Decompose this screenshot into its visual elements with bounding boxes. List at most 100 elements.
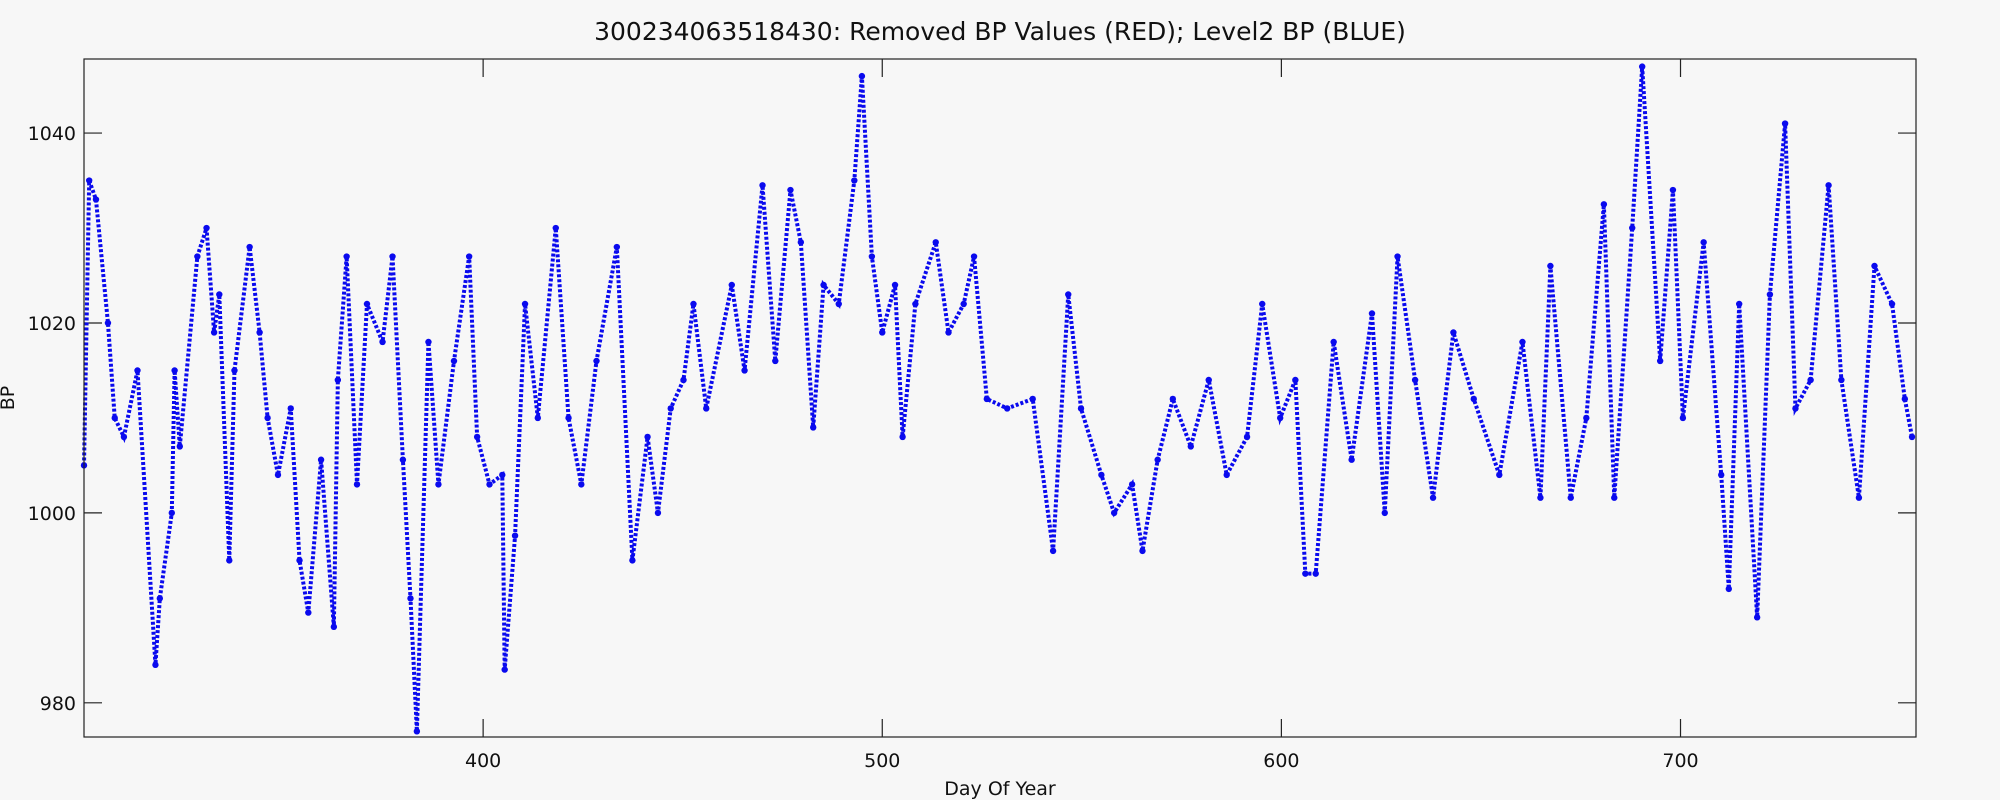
data-point	[152, 661, 159, 669]
y-axis-label: BP	[0, 386, 19, 411]
data-point	[1450, 329, 1457, 336]
data-point	[425, 338, 432, 346]
data-point	[521, 300, 529, 308]
data-point	[552, 224, 559, 232]
data-point	[868, 253, 876, 260]
data-point	[983, 395, 991, 403]
data-point	[226, 557, 233, 564]
data-point	[499, 471, 506, 479]
data-point	[858, 72, 866, 80]
data-point	[1679, 414, 1687, 422]
data-point	[1049, 547, 1057, 555]
data-point	[1110, 509, 1118, 517]
data-point	[899, 433, 906, 441]
data-point	[1718, 471, 1725, 479]
data-point	[501, 666, 508, 673]
data-point	[797, 239, 805, 246]
data-point	[1302, 570, 1309, 577]
data-point	[176, 443, 183, 450]
data-point	[565, 414, 572, 422]
data-point	[413, 728, 421, 735]
data-point	[450, 357, 458, 365]
data-point	[1901, 395, 1909, 403]
data-point	[1003, 405, 1011, 412]
data-point	[728, 281, 735, 289]
data-point	[1292, 376, 1299, 384]
data-point	[1871, 262, 1878, 270]
data-point	[353, 481, 361, 488]
data-point	[1411, 376, 1419, 384]
data-point	[1547, 262, 1554, 270]
data-point	[1154, 456, 1161, 463]
data-point	[1600, 201, 1608, 208]
data-point	[399, 456, 407, 463]
data-point	[879, 329, 886, 336]
data-point	[473, 433, 481, 441]
data-point	[1807, 376, 1814, 384]
data-point	[486, 481, 493, 488]
data-point	[1781, 120, 1789, 127]
x-axis-label: Day Of Year	[944, 778, 1056, 800]
data-point	[296, 557, 303, 564]
data-point	[1470, 395, 1477, 403]
x-tick-label: 700	[1662, 750, 1698, 772]
data-point	[1888, 300, 1896, 308]
data-point	[1611, 494, 1618, 501]
data-point	[1348, 456, 1355, 463]
data-point	[1825, 182, 1832, 189]
data-point	[1312, 570, 1319, 577]
data-point	[104, 319, 112, 327]
data-point	[1394, 253, 1401, 260]
data-point	[1429, 494, 1437, 501]
data-point	[593, 357, 600, 365]
data-point	[578, 481, 585, 488]
data-point	[264, 414, 271, 422]
data-point	[389, 253, 396, 260]
data-point	[945, 329, 952, 336]
data-point	[465, 253, 473, 260]
data-point	[787, 186, 794, 194]
data-point	[1243, 433, 1251, 441]
data-point	[274, 471, 282, 479]
data-point	[231, 367, 238, 374]
y-tick-label: 1020	[28, 313, 76, 335]
data-point	[156, 595, 164, 602]
data-point	[1381, 509, 1388, 517]
data-point	[1753, 614, 1761, 621]
data-point	[1700, 239, 1707, 246]
y-tick-label: 980	[40, 693, 76, 715]
data-point	[1029, 395, 1036, 403]
data-point	[932, 239, 939, 246]
data-point	[1855, 494, 1863, 501]
data-point	[1838, 376, 1845, 384]
data-point	[511, 532, 519, 539]
data-point	[305, 609, 312, 616]
data-point	[379, 338, 386, 346]
data-point	[1629, 224, 1636, 232]
data-point	[1725, 585, 1733, 593]
data-point	[317, 456, 325, 463]
data-point	[1128, 481, 1136, 488]
data-point	[667, 405, 674, 412]
data-point	[435, 481, 442, 488]
data-point	[970, 253, 978, 260]
data-point	[216, 291, 223, 298]
data-point	[363, 300, 371, 308]
data-point	[256, 329, 263, 336]
data-point	[703, 405, 710, 412]
data-point	[644, 433, 651, 441]
data-point	[654, 509, 662, 517]
data-point	[111, 414, 118, 422]
data-point	[534, 414, 542, 422]
plot-frame	[83, 58, 1917, 738]
data-point	[1567, 494, 1574, 501]
data-point	[1638, 63, 1646, 70]
data-point	[85, 177, 93, 184]
data-point	[246, 243, 253, 251]
data-point	[203, 224, 210, 232]
data-point	[759, 182, 766, 189]
data-point	[168, 509, 176, 517]
data-point	[835, 300, 842, 308]
data-point	[741, 367, 748, 374]
